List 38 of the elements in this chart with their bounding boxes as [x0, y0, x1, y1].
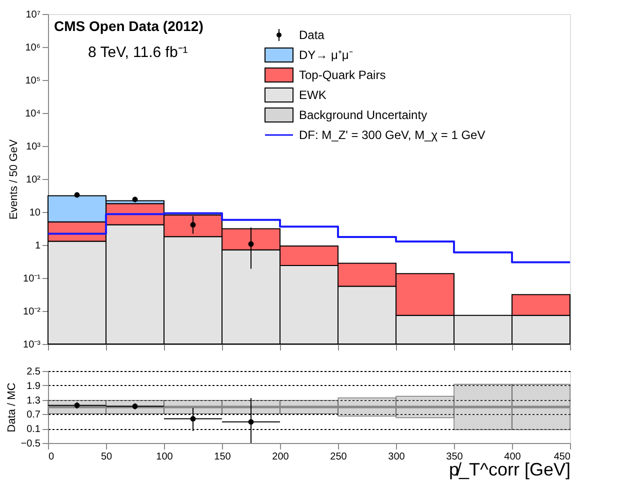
y-tick-label: 10 — [29, 208, 41, 218]
legend-label: EWK — [299, 88, 326, 102]
legend-label: DF: M_Z' = 300 GeV, M_χ = 1 GeV — [299, 128, 486, 142]
y-tick-label: 1.9 — [26, 380, 41, 392]
y-tick-label: 2.5 — [26, 366, 41, 378]
annotation: CMS Open Data (2012) — [54, 18, 204, 34]
y-axis-title: Events / 50 GeV — [8, 138, 20, 220]
x-tick-label: 300 — [388, 452, 406, 462]
y-tick-label: 10⁴ — [25, 108, 40, 120]
y-tick-label: 0.1 — [26, 424, 41, 436]
x-axis-title: p̸_T^corr [GeV] — [449, 460, 570, 480]
annotation: 8 TeV, 11.6 fb⁻¹ — [88, 44, 188, 61]
x-tick-label: 250 — [330, 452, 348, 462]
x-tick-label: 0 — [48, 452, 54, 462]
y-tick-label: 1 — [34, 240, 41, 252]
y-tick-label: 10⁵ — [25, 76, 40, 86]
y-tick-label: 0.7 — [26, 410, 41, 421]
legend-label: Data — [299, 28, 325, 42]
y-axis-title: Data / MC — [6, 382, 18, 432]
y-tick-label: 10⁻² — [23, 306, 42, 318]
x-tick-label: 400 — [504, 452, 522, 462]
y-tick-label: 10² — [26, 174, 42, 186]
x-tick-label: 50 — [100, 452, 112, 462]
y-tick-label: 10⁻¹ — [23, 274, 42, 284]
legend-label: DY→ μ⁺μ⁻ — [299, 48, 353, 62]
y-tick-label: −0.5 — [20, 438, 41, 450]
x-tick-label: 100 — [156, 452, 174, 462]
y-tick-label: 10⁷ — [26, 10, 41, 20]
x-tick-label: 150 — [214, 452, 232, 462]
x-tick-label: 200 — [272, 452, 290, 462]
legend-label: Top-Quark Pairs — [299, 68, 386, 82]
text: Background Uncertainty — [299, 108, 428, 122]
x-tick-label: 450 — [554, 452, 571, 462]
y-tick-label: 1.3 — [26, 395, 41, 406]
y-tick-label: 10⁶ — [25, 42, 40, 54]
y-tick-label: 10³ — [26, 142, 42, 152]
x-tick-label: 350 — [446, 452, 464, 462]
y-tick-label: 10⁻³ — [23, 340, 42, 350]
